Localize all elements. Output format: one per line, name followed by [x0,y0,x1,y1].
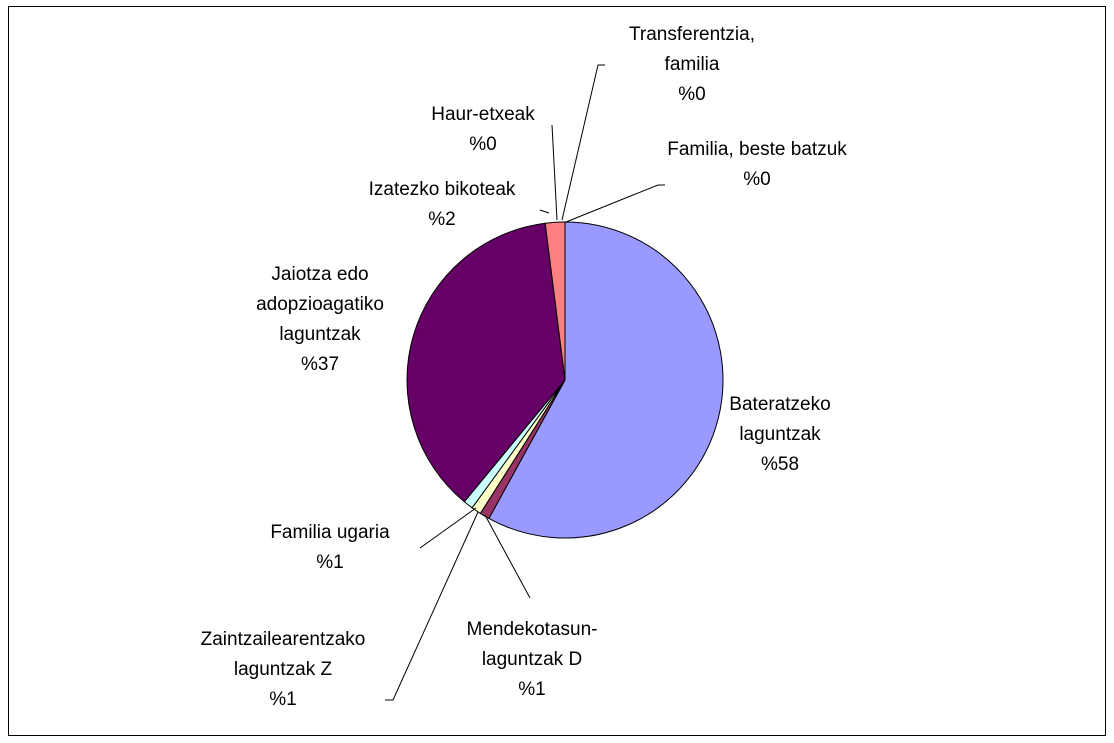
category-name: Zaintzailearentzako laguntzak Z [200,629,366,680]
category-name: Familia ugaria [270,522,390,543]
category-name: Jaiotza edo adopzioagatiko laguntzak [256,264,384,345]
slice-label: Zaintzailearentzako laguntzak Z %1 [168,625,398,715]
category-name: Bateratzeko laguntzak [729,394,831,445]
leader-line [484,514,531,599]
value-label: %0 [469,134,497,155]
chart-border [8,6,1106,736]
slice-label: Mendekotasun-laguntzak D %1 [447,615,617,705]
slice-label: Familia, beste batzuk %0 [667,135,847,195]
value-label: %1 [316,552,344,573]
leader-line [565,184,665,223]
slice-label: Familia ugaria %1 [230,518,430,578]
slice-label: Jaiotza edo adopzioagatiko laguntzak %37 [225,260,415,380]
category-name: Familia, beste batzuk [667,139,847,160]
category-name: Izatezko bikoteak [368,179,516,200]
leader-line [551,124,558,221]
leader-line [561,64,605,221]
slice-label: Izatezko bikoteak %2 [327,175,557,235]
category-name: Haur-etxeak [431,104,535,125]
value-label: %37 [300,354,340,375]
slice-label: Haur-etxeak %0 [408,100,558,160]
value-label: %2 [428,209,456,230]
value-label: %0 [743,169,771,190]
slice-label: Bateratzeko laguntzak %58 [705,390,855,480]
value-label: %58 [760,454,800,475]
category-name: Transferentzia, familia [628,24,755,75]
value-label: %0 [678,84,706,105]
leader-line [539,209,550,214]
leader-line [419,507,477,549]
value-label: %1 [518,679,546,700]
value-label: %1 [269,689,297,710]
pie-slice [406,222,566,503]
pie-slice [488,221,724,539]
leader-line [385,511,479,701]
slice-label: Transferentzia, familia %0 [607,20,777,110]
category-name: Mendekotasun-laguntzak D [466,619,598,670]
